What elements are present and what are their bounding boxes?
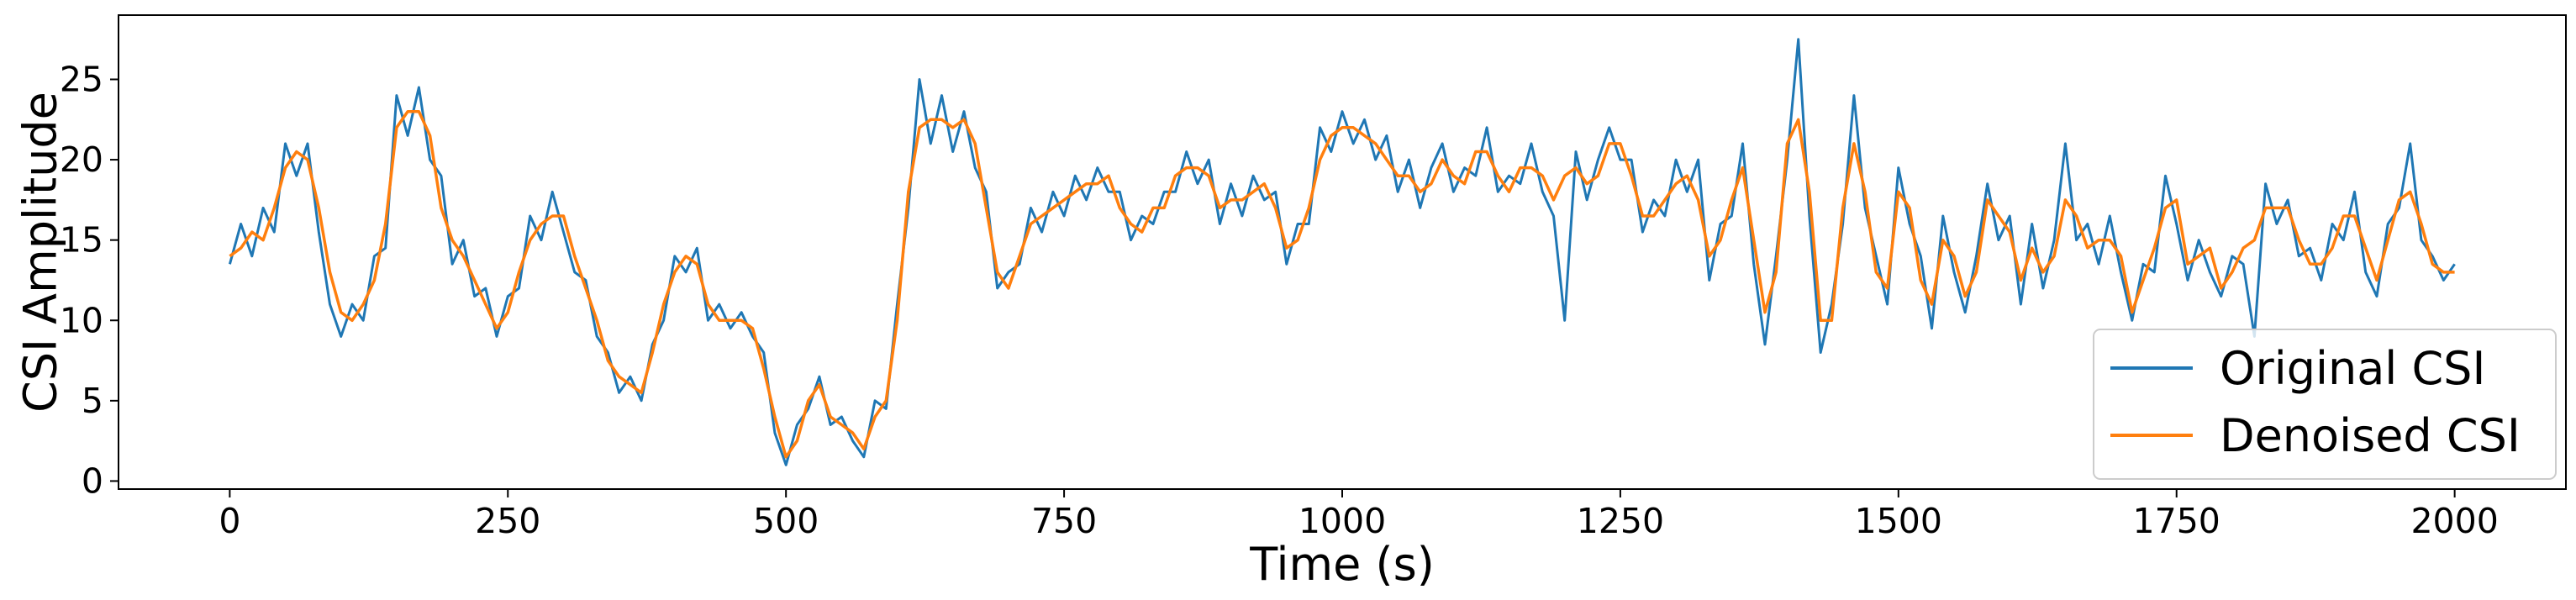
x-tick-label: 0 [219,501,240,541]
x-tick-label: 1750 [2133,501,2220,541]
x-tick-label: 500 [753,501,819,541]
y-tick-label: 15 [60,220,103,261]
data-line [229,109,2455,459]
x-tick-label: 1500 [1855,501,1942,541]
legend-box [2093,329,2557,480]
y-tick-label: 5 [82,381,103,421]
x-tick-label: 750 [1031,501,1097,541]
legend-label: Original CSI [2220,342,2485,395]
legend-label: Denoised CSI [2220,409,2521,462]
legend: Original CSI Denoised CSI [2093,329,2557,480]
x-tick-label: 2000 [2410,501,2498,541]
y-tick-label: 10 [60,300,103,340]
x-tick-label: 1250 [1577,501,1664,541]
x-tick-label: 250 [475,501,540,541]
y-tick-label: 25 [60,59,103,99]
y-tick-label: 20 [60,139,103,180]
data-line [228,38,2456,466]
y-axis-label: CSI Amplitude [14,92,67,413]
y-tick-label: 0 [82,461,103,501]
x-axis-label: Time (s) [1249,538,1435,591]
x-tick-label: 1000 [1299,501,1386,541]
plot-frame [118,14,2567,490]
